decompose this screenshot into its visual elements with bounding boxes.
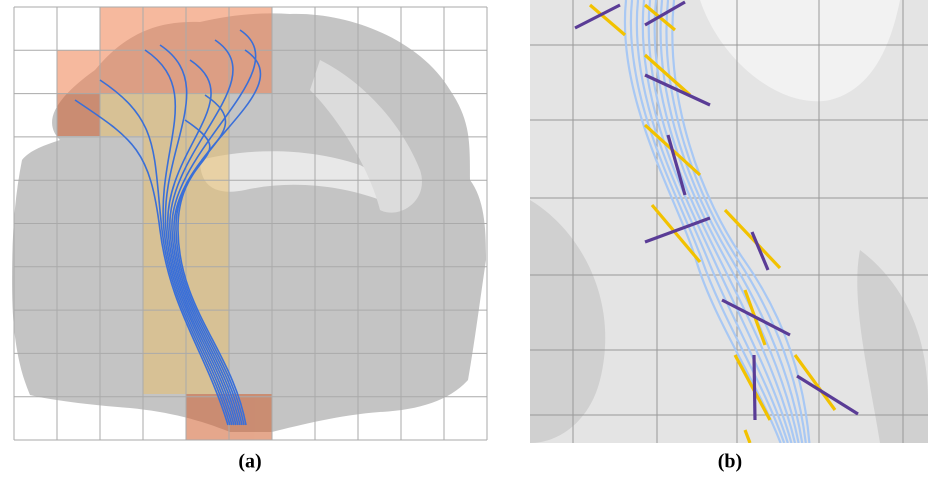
fiber (623, 0, 782, 443)
fiber (144, 49, 233, 426)
glyph (793, 354, 837, 411)
orientation-glyphs (574, 0, 859, 443)
glyph (588, 3, 627, 37)
panel-label: (a) (238, 451, 261, 473)
fiber (173, 49, 262, 426)
fiber (671, 0, 811, 443)
glyph (644, 73, 711, 107)
glyph (574, 3, 621, 30)
roi-cells (57, 7, 272, 440)
glyph (750, 231, 770, 271)
fiber (169, 39, 239, 426)
fiber (647, 0, 797, 443)
glyph (743, 429, 752, 443)
glyph (643, 53, 692, 97)
fiber (635, 0, 789, 443)
white-matter (310, 60, 422, 213)
white-matter (200, 151, 384, 200)
fiber (641, 0, 793, 443)
roi-cell (100, 93, 229, 136)
grid (530, 0, 928, 443)
glyph (752, 354, 757, 421)
glyph (666, 134, 687, 196)
fiber (653, 0, 800, 443)
panel-b (530, 0, 928, 443)
fiber (74, 99, 229, 426)
fiber (171, 29, 257, 426)
gray-matter (530, 200, 606, 443)
glyph (796, 374, 859, 416)
white-matter (700, 0, 900, 102)
panel-label: (b) (718, 451, 742, 473)
roi-cell (57, 50, 272, 93)
grid (13, 6, 488, 441)
fiber (177, 119, 247, 426)
glyph (644, 0, 686, 27)
glyph (733, 354, 772, 421)
fiber (175, 94, 245, 426)
glyph (650, 203, 702, 264)
roi-cell (57, 93, 100, 136)
gray-matter (857, 250, 928, 443)
fiber (659, 0, 804, 443)
fiber (159, 44, 235, 426)
fiber (629, 0, 786, 443)
panel-a (12, 6, 488, 441)
fiber-bundle (74, 29, 262, 426)
glyph (723, 208, 782, 270)
glyph (644, 216, 711, 244)
glyph (721, 298, 791, 337)
fiber (99, 79, 231, 426)
